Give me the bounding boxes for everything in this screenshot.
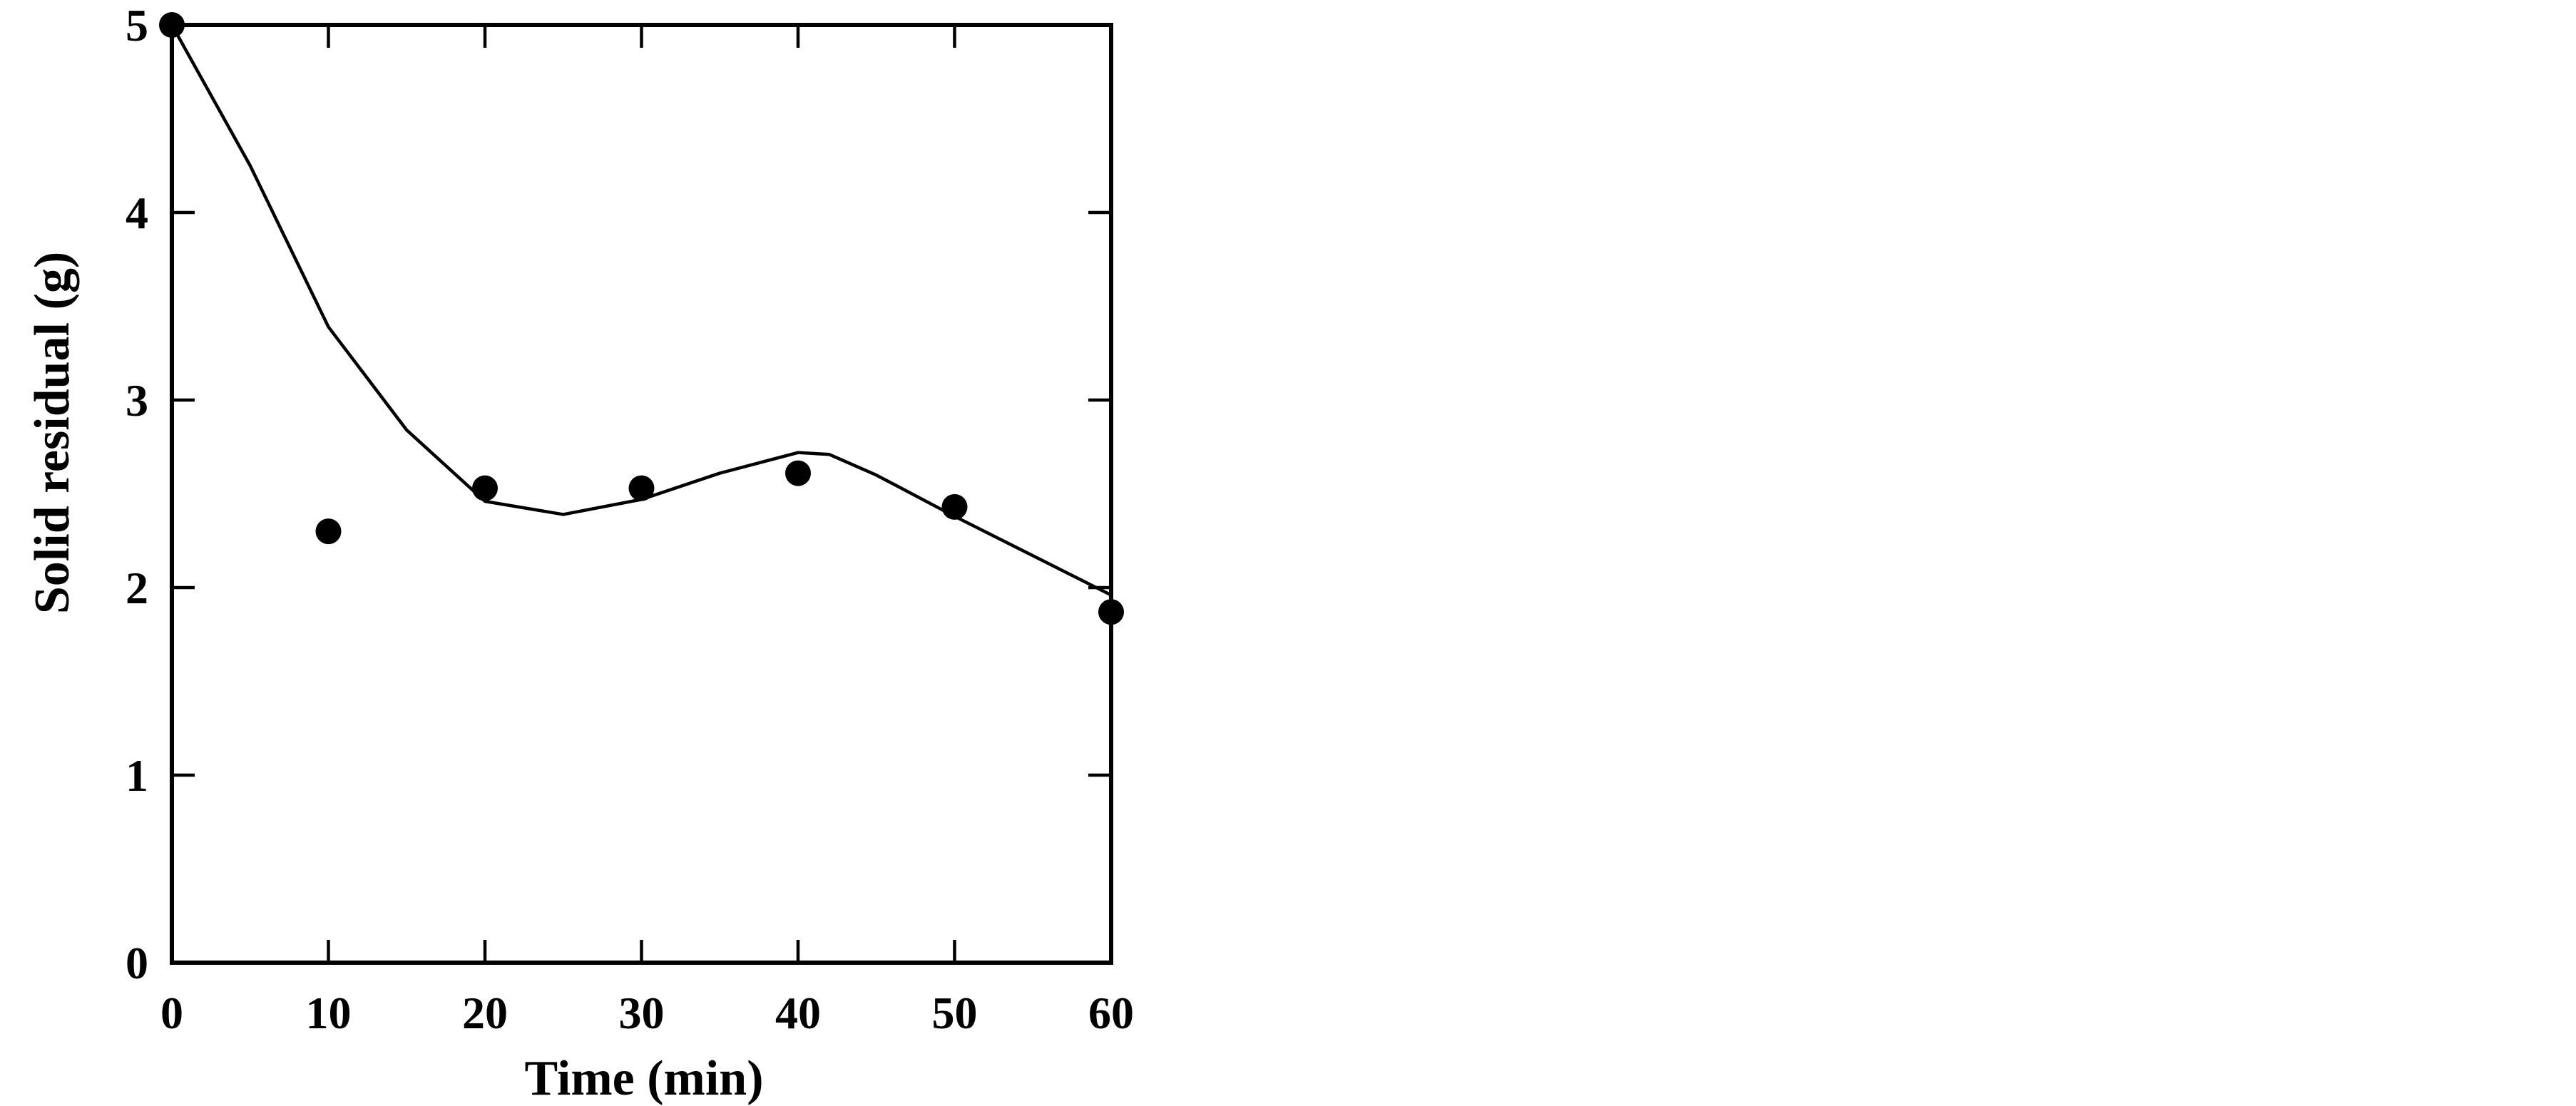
x-tick-label: 0 [160,988,183,1038]
data-point [628,475,655,501]
data-point [315,518,342,545]
plot-frame [170,23,1113,965]
x-tick-label: 40 [775,988,821,1038]
data-point [941,493,968,520]
x-tick-label: 60 [1088,988,1134,1038]
y-tick-label: 1 [126,750,148,801]
data-point [159,12,185,38]
y-tick-label: 4 [126,188,148,238]
fit-curve [170,24,1113,597]
x-tick-label: 20 [462,988,508,1038]
data-point [1098,599,1124,625]
y-tick-label: 2 [126,563,148,613]
x-tick-label: 10 [306,988,352,1038]
x-tick-label: 50 [932,988,978,1038]
y-axis-label: Solid residual (g) [25,252,80,614]
data-point [785,460,811,486]
x-tick-label: 30 [619,988,665,1038]
data-point [472,475,498,501]
y-tick-label: 3 [126,375,148,426]
y-tick-label: 0 [126,938,148,988]
y-tick-label: 5 [126,0,148,51]
x-axis-label: Time (min) [524,1051,763,1106]
